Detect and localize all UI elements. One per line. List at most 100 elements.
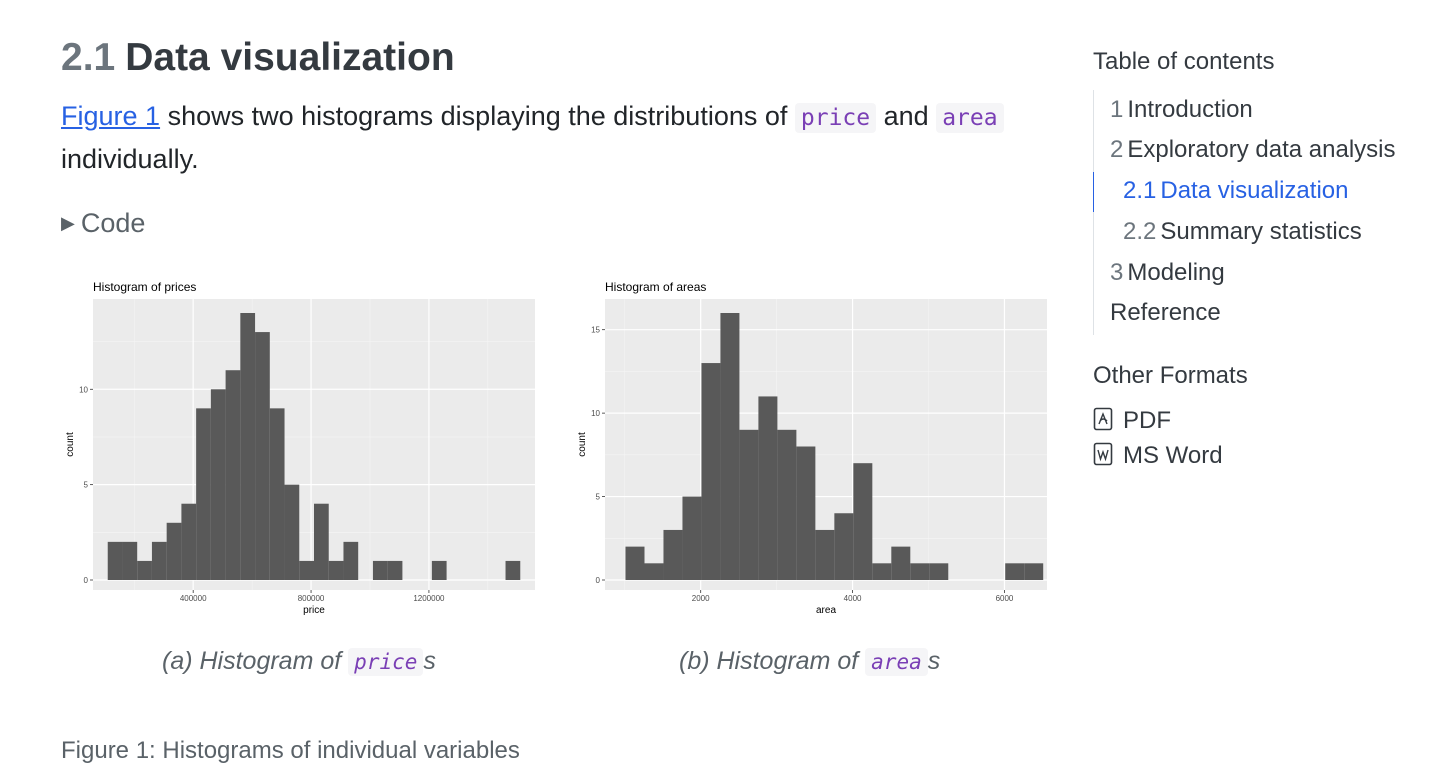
toc-item-number: 2.2 — [1123, 218, 1157, 245]
format-label: PDF — [1123, 407, 1171, 434]
section-number: 2.1 — [61, 36, 116, 79]
toc-item-label: Summary statistics — [1160, 218, 1362, 245]
areas-bar — [815, 529, 835, 580]
toc-item-number: 1 — [1110, 96, 1124, 123]
toc-item-label: Introduction — [1127, 96, 1253, 123]
areas-y-tick-label: 15 — [591, 326, 600, 335]
pdf-icon — [1093, 407, 1113, 438]
areas-bar — [720, 313, 740, 580]
intro-text: individually. — [61, 144, 199, 174]
toc-item-label: Data visualization — [1160, 177, 1349, 204]
prices-bar — [196, 408, 211, 580]
subcaption-text: (a) Histogram of — [162, 647, 349, 675]
areas-bar — [910, 563, 930, 580]
prices-bar — [299, 560, 314, 580]
prices-bar — [343, 541, 359, 580]
section-title: Data visualization — [125, 36, 455, 79]
subcaption-code: area — [865, 648, 928, 676]
areas-bar — [758, 396, 778, 580]
subcaption-code: price — [348, 648, 424, 676]
areas-bar — [929, 563, 949, 580]
figure-caption: Figure 1: Histograms of individual varia… — [61, 737, 520, 764]
prices-bar — [225, 370, 241, 580]
code-fold-toggle[interactable]: ▶ Code — [61, 208, 145, 239]
prices-chart-title: Histogram of prices — [93, 280, 196, 294]
areas-x-tick-label: 4000 — [844, 594, 862, 603]
areas-bar — [625, 546, 645, 580]
areas-x-tick-label: 6000 — [996, 594, 1014, 603]
areas-x-tick-label: 2000 — [692, 594, 710, 603]
format-label: MS Word — [1123, 442, 1223, 469]
areas-bar — [891, 546, 911, 580]
toc-item-label: Exploratory data analysis — [1127, 136, 1396, 163]
toc-active-indicator — [1093, 172, 1094, 212]
areas-bar — [796, 446, 816, 580]
histogram-prices-svg: Histogram of prices 400000 800000 1200000 0 5… — [65, 280, 535, 616]
prices-bar — [181, 503, 197, 580]
toc-item-number: 2 — [1110, 136, 1124, 163]
areas-bar — [777, 429, 797, 580]
prices-bar — [255, 332, 270, 580]
format-pdf-link[interactable]: PDF — [1093, 407, 1171, 438]
prices-bar — [122, 541, 138, 580]
toc-item-label: Modeling — [1127, 259, 1225, 286]
subcaption-text: (b) Histogram of — [679, 647, 866, 675]
areas-y-tick-label: 5 — [596, 493, 601, 502]
subcaption-a: (a) Histogram of price s — [162, 647, 436, 676]
prices-y-tick-label: 0 — [84, 576, 89, 585]
prices-x-tick-label: 400000 — [180, 594, 207, 603]
toc-item-number: 3 — [1110, 259, 1124, 286]
areas-chart-title: Histogram of areas — [605, 280, 706, 294]
prices-bar — [431, 560, 447, 580]
code-toggle-label: Code — [80, 208, 146, 238]
prices-x-tick-label: 800000 — [298, 594, 325, 603]
subcaption-b: (b) Histogram of area s — [679, 647, 940, 676]
prices-x-axis-label: price — [303, 605, 325, 616]
areas-x-axis-label: area — [816, 605, 836, 616]
toc-item-introduction[interactable]: 1 Introduction — [1110, 96, 1253, 124]
areas-bar — [701, 363, 721, 580]
toc-item-exploratory-data-analysis[interactable]: 2 Exploratory data analysis — [1110, 136, 1396, 164]
toc-item-label: Reference — [1110, 299, 1221, 326]
inline-code-price: price — [794, 103, 877, 133]
prices-bar — [328, 560, 344, 580]
histogram-prices-chart: Histogram of prices 400000 800000 1200000 0 5… — [61, 270, 541, 625]
toc-item-reference[interactable]: Reference — [1110, 299, 1221, 327]
prices-y-axis-label: count — [65, 432, 76, 457]
areas-y-tick-label: 0 — [596, 576, 601, 585]
toc-item-summary-statistics[interactable]: 2.2 Summary statistics — [1123, 218, 1362, 246]
prices-bar — [107, 541, 123, 580]
prices-bar — [151, 541, 167, 580]
prices-bar — [387, 560, 403, 580]
areas-bar — [834, 513, 854, 580]
areas-bar — [1024, 563, 1044, 580]
areas-bar — [739, 429, 759, 580]
intro-text: shows two histograms displaying the dist… — [160, 101, 795, 131]
prices-bar — [505, 560, 521, 580]
prices-x-tick-label: 1200000 — [413, 594, 445, 603]
format-word-link[interactable]: MS Word — [1093, 442, 1223, 473]
toc-item-data-visualization[interactable]: 2.1 Data visualization — [1123, 177, 1348, 205]
areas-y-tick-label: 10 — [591, 409, 600, 418]
areas-bar — [682, 496, 702, 580]
prices-bar — [210, 389, 226, 580]
areas-y-axis-label: count — [577, 432, 588, 457]
other-formats-title: Other Formats — [1093, 362, 1248, 389]
prices-bar — [372, 560, 388, 580]
disclosure-triangle-icon: ▶ — [61, 213, 75, 233]
prices-bar — [269, 408, 285, 580]
areas-bar — [853, 463, 873, 580]
inline-code-area: area — [936, 103, 1004, 133]
prices-bar — [284, 484, 300, 580]
toc-item-modeling[interactable]: 3 Modeling — [1110, 259, 1225, 287]
areas-bar — [644, 563, 664, 580]
areas-bar — [872, 563, 892, 580]
figure-1-link[interactable]: Figure 1 — [61, 101, 161, 131]
prices-bar — [166, 522, 182, 580]
subcaption-text: s — [423, 647, 436, 675]
prices-y-tick-label: 10 — [79, 385, 88, 394]
prices-bar — [240, 313, 256, 580]
subcaption-text: s — [927, 647, 941, 675]
prices-bar — [137, 560, 152, 580]
prices-y-tick-label: 5 — [84, 481, 89, 490]
